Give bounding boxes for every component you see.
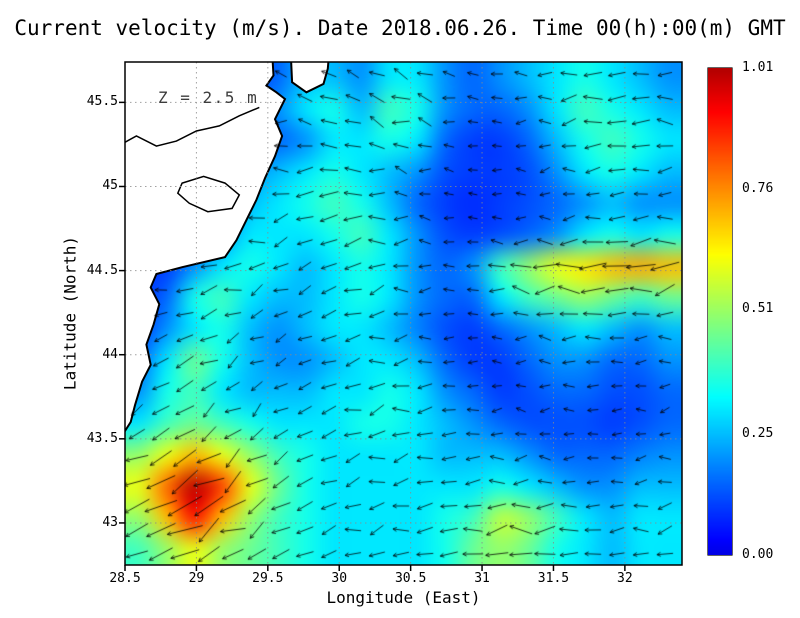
- x-tick-label: 30.5: [394, 571, 427, 586]
- colorbar-tick-label: 0.76: [742, 180, 774, 196]
- x-tick-label: 28.5: [109, 571, 141, 586]
- colorbar-tick-label: 0.00: [742, 547, 774, 562]
- x-tick-label: 29.5: [252, 571, 284, 586]
- x-tick-label: 32: [617, 571, 633, 586]
- depth-annotation: Z = 2.5 m: [158, 88, 259, 107]
- x-tick-label: 30: [331, 571, 348, 586]
- chart-title: Current velocity (m/s). Date 2018.06.26.…: [14, 16, 786, 40]
- y-tick-label: 43.5: [86, 430, 118, 446]
- colorbar-gradient: [708, 68, 732, 555]
- colorbar-tick-label: 1.01: [742, 60, 774, 75]
- y-tick-label: 45.5: [86, 94, 118, 110]
- x-tick-label: 31: [474, 571, 490, 586]
- x-axis-label: Longitude (East): [326, 588, 481, 607]
- y-tick-label: 44.5: [86, 262, 118, 278]
- y-tick-label: 44: [102, 346, 118, 362]
- colorbar-tick-label: 0.51: [742, 301, 774, 317]
- y-tick-label: 43: [102, 514, 118, 530]
- y-tick-label: 45: [102, 178, 118, 194]
- velocity-vectors-canvas: [125, 62, 682, 565]
- x-tick-label: 31.5: [537, 571, 570, 586]
- colorbar-tick-label: 0.25: [742, 426, 774, 442]
- y-axis-label: Latitude (North): [60, 235, 80, 391]
- x-tick-label: 29: [188, 571, 205, 586]
